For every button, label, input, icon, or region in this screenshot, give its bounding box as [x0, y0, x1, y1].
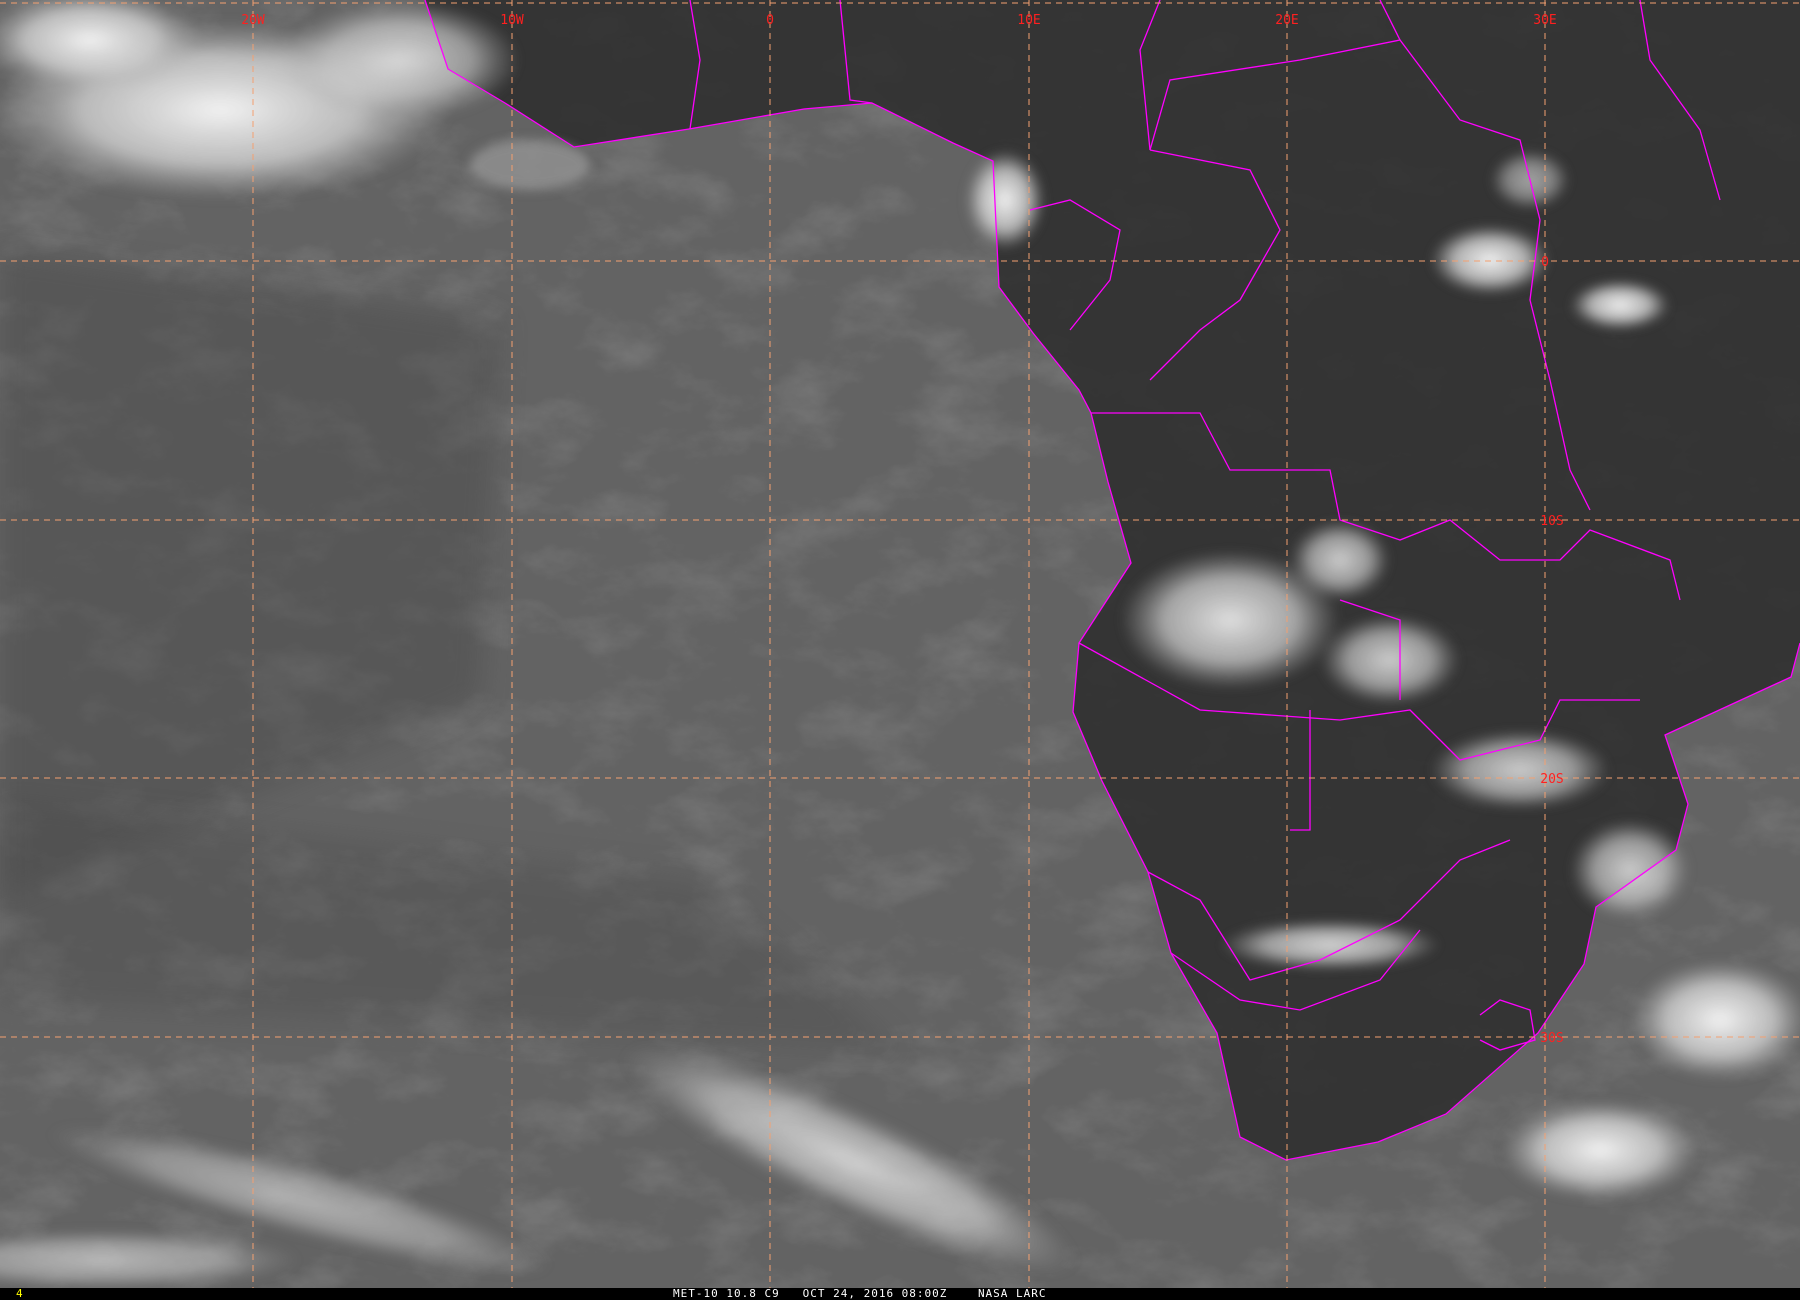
africa-coastline: [424, 0, 1800, 1161]
grid-labels: 20W 10W 0 10E 20E 30E 0 10S 20S 30S: [241, 13, 1563, 1046]
africa-landmass: [425, 0, 1800, 1160]
lat-label-30s: 30S: [1540, 1031, 1563, 1046]
status-bar: 4 MET-10 10.8 C9 OCT 24, 2016 08:00Z NAS…: [0, 1288, 1800, 1300]
lat-label-0: 0: [1541, 255, 1549, 270]
lon-label-0: 0: [766, 13, 774, 28]
lat-label-20s: 20S: [1540, 772, 1563, 787]
image-caption: MET-10 10.8 C9 OCT 24, 2016 08:00Z NASA …: [673, 1288, 1047, 1300]
lon-label-20e: 20E: [1275, 13, 1298, 28]
lon-label-10e: 10E: [1017, 13, 1040, 28]
lat-label-10s: 10S: [1540, 514, 1563, 529]
lon-label-20w: 20W: [241, 13, 265, 28]
satellite-channel: MET-10 10.8 C9: [673, 1287, 780, 1300]
lon-label-10w: 10W: [500, 13, 524, 28]
lon-label-30e: 30E: [1533, 13, 1556, 28]
image-datetime: OCT 24, 2016 08:00Z: [802, 1287, 948, 1300]
frame-number: 4: [16, 1287, 23, 1300]
image-source: NASA LARC: [977, 1287, 1047, 1300]
coastlines-and-borders: [424, 0, 1800, 1161]
